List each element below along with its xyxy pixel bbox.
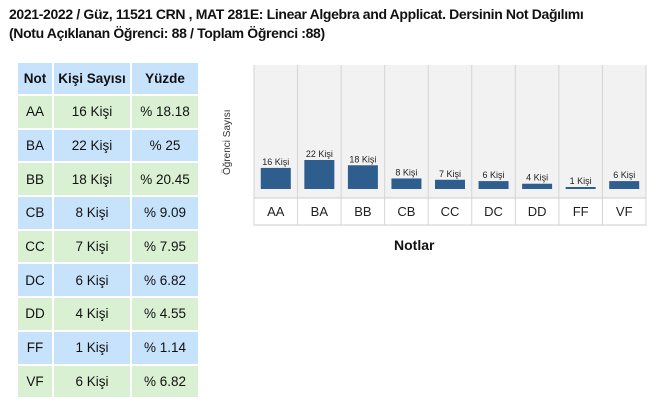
page-title: 2021-2022 / Güz, 11521 CRN , MAT 281E: L… (9, 5, 584, 43)
count-cell: 4 Kişi (54, 298, 130, 330)
table-row: DC 6 Kişi% 6.82 (18, 264, 198, 297)
bar-aa (260, 167, 291, 189)
x-axis-band (253, 197, 647, 226)
percent-cell: % 20.45 (132, 163, 198, 196)
table-row: DD 4 Kişi% 4.55 (18, 298, 198, 330)
grade-cell: BB (18, 163, 52, 196)
count-cell: 22 Kişi (54, 129, 130, 162)
percent-cell: % 6.82 (132, 365, 198, 398)
table-row: AA 16 Kişi% 18.18 (18, 96, 198, 128)
data-label: 7 Kişi (439, 169, 461, 179)
data-label: 18 Kişi (349, 154, 376, 164)
table-row: FF 1 Kişi% 1.14 (18, 331, 198, 364)
data-label: 4 Kişi (526, 173, 548, 183)
data-label: 8 Kişi (395, 167, 417, 177)
grade-table-header: Not Kişi Sayısı Yüzde (18, 63, 198, 94)
y-axis-label: Öğrenci Sayısı (222, 109, 233, 175)
table-row: VF 6 Kişi% 6.82 (18, 365, 198, 398)
table-row: CC 7 Kişi% 7.95 (18, 230, 198, 263)
x-tick-label: DC (484, 204, 503, 219)
data-label: 1 Kişi (570, 176, 592, 186)
table-row: BB 18 Kişi% 20.45 (18, 163, 198, 196)
bar-ff (565, 187, 596, 189)
grade-cell: DC (18, 264, 52, 297)
chart-svg: 16 Kişi 22 Kişi 18 Kişi 8 Kişi 7 Kişi 6 Kişi 4… (253, 65, 647, 226)
grade-table-body: AA 16 Kişi% 18.18 BA 22 Kişi% 25 BB 18 Kişi% … (18, 96, 198, 398)
bar-cc (435, 179, 465, 189)
x-axis-label: Notlar (394, 237, 435, 253)
x-tick-label: AA (267, 204, 285, 219)
x-tick-label: DD (528, 204, 547, 219)
grade-cell: CC (18, 230, 52, 263)
count-cell: 1 Kişi (54, 331, 130, 364)
count-cell: 7 Kişi (54, 230, 130, 263)
x-tick-label: FF (573, 204, 589, 219)
percent-cell: % 18.18 (132, 96, 198, 128)
x-tick-label: CC (441, 204, 460, 219)
grade-cell: DD (18, 298, 52, 330)
table-row: CB 8 Kişi% 9.09 (18, 197, 198, 229)
percent-cell: % 9.09 (132, 197, 198, 229)
percent-cell: % 4.55 (132, 298, 198, 330)
title-line-1: 2021-2022 / Güz, 11521 CRN , MAT 281E: L… (9, 6, 584, 22)
count-cell: 8 Kişi (54, 197, 130, 229)
bar-dd (522, 183, 553, 189)
x-tick-label: CB (397, 204, 415, 219)
bar-vf (609, 181, 640, 189)
percent-cell: % 6.82 (132, 264, 198, 297)
x-tick-label: BB (354, 204, 371, 219)
grade-cell: BA (18, 129, 52, 162)
percent-cell: % 1.14 (132, 331, 198, 364)
grade-cell: CB (18, 197, 52, 229)
grade-table: Not Kişi Sayısı Yüzde AA 16 Kişi% 18.18 BA… (16, 61, 200, 399)
bar-ba (304, 160, 335, 189)
bar-bb (347, 165, 378, 189)
data-label: 6 Kişi (613, 170, 635, 180)
count-cell: 6 Kişi (54, 264, 130, 297)
data-label: 22 Kişi (306, 149, 333, 159)
grade-cell: AA (18, 96, 52, 128)
count-cell: 18 Kişi (54, 163, 130, 196)
percent-cell: % 25 (132, 129, 198, 162)
bar-cb (391, 178, 422, 189)
count-cell: 16 Kişi (54, 96, 130, 128)
percent-cell: % 7.95 (132, 230, 198, 263)
header-percent: Yüzde (132, 63, 198, 94)
data-label: 16 Kişi (262, 157, 289, 167)
header-grade: Not (18, 63, 52, 94)
grade-distribution-chart: 16 Kişi 22 Kişi 18 Kişi 8 Kişi 7 Kişi 6 Kişi 4… (220, 65, 659, 325)
data-label: 6 Kişi (483, 170, 505, 180)
grade-cell: VF (18, 365, 52, 398)
x-tick-label: BA (311, 204, 329, 219)
title-line-2: (Notu Açıklanan Öğrenci: 88 / Toplam Öğr… (9, 25, 325, 41)
x-tick-label: VF (616, 204, 633, 219)
grade-cell: FF (18, 331, 52, 364)
header-count: Kişi Sayısı (54, 63, 130, 94)
table-row: BA 22 Kişi% 25 (18, 129, 198, 162)
bar-dc (478, 181, 509, 189)
count-cell: 6 Kişi (54, 365, 130, 398)
